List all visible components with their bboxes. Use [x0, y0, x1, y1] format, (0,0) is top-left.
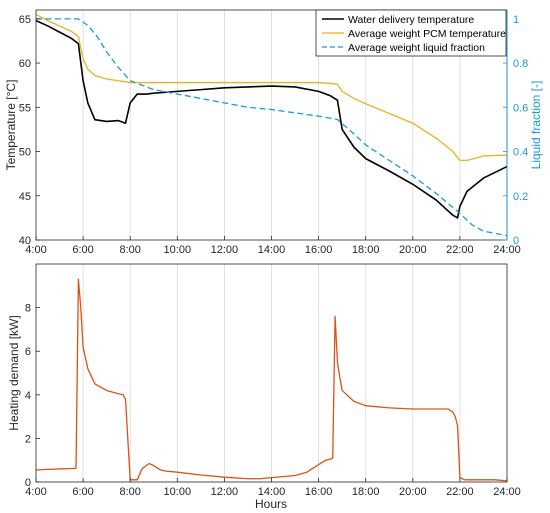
top-x-tick-labels: 4:00 6:00 8:00 10:00 12:00 14:00 16:00 18:00 20:…	[25, 236, 521, 256]
y-tick-label-0: 0	[25, 477, 31, 489]
x-tick-label-6: 16:00	[305, 486, 333, 498]
y-tick-label-5: 65	[19, 14, 31, 26]
bottom-grid	[82, 264, 461, 482]
legend-label-pcm: Average weight PCM temperature	[348, 28, 506, 40]
x-tick-label-1: 6:00	[72, 486, 93, 498]
x-tick-label-8: 20:00	[399, 244, 427, 256]
x-tick-label-5: 14:00	[258, 244, 286, 256]
y2-tick-label-3: 0.6	[513, 102, 528, 114]
x-tick-label-4: 12:00	[211, 486, 239, 498]
y2-tick-label-4: 0.8	[513, 58, 528, 70]
y-tick-label-1: 2	[25, 433, 31, 445]
y2-tick-label-2: 0.4	[513, 147, 528, 159]
x-tick-label-2: 8:00	[119, 486, 140, 498]
y-tick-label-2: 4	[25, 390, 31, 402]
top-y-axis-label: Temperature [°C]	[4, 80, 18, 171]
x-tick-label-3: 10:00	[164, 486, 192, 498]
y-tick-label-3: 6	[25, 346, 31, 358]
y-tick-label-4: 8	[25, 303, 31, 315]
top-y-tick-labels: 40 45 50 55 60 65	[19, 14, 40, 247]
x-tick-label-0: 4:00	[25, 244, 46, 256]
legend: Water delivery temperature Average weigh…	[315, 9, 507, 57]
x-tick-label-9: 22:00	[446, 486, 474, 498]
y-tick-label-4: 60	[19, 58, 31, 70]
series-line-average-weight-liquid-fraction	[36, 18, 508, 237]
x-tick-label-7: 18:00	[352, 244, 380, 256]
bottom-y-tick-labels: 0 2 4 6 8	[25, 303, 40, 489]
x-tick-label-0: 4:00	[25, 486, 46, 498]
x-tick-label-6: 16:00	[305, 244, 333, 256]
bottom-x-axis-label: Hours	[255, 497, 287, 511]
y-tick-label-3: 55	[19, 102, 31, 114]
series-line-water-delivery-temperature	[35, 19, 508, 219]
legend-label-water: Water delivery temperature	[348, 14, 474, 26]
x-tick-label-10: 24:00	[493, 244, 521, 256]
heating-demand-panel: 4:00 6:00 8:00 10:00 12:00 14:00 16:00 18:00 20:…	[7, 263, 521, 511]
y2-tick-label-5: 1	[513, 14, 519, 26]
y-tick-label-1: 45	[19, 191, 31, 203]
x-tick-label-7: 18:00	[352, 486, 380, 498]
x-tick-label-5: 14:00	[258, 486, 286, 498]
bottom-x-tick-labels: 4:00 6:00 8:00 10:00 12:00 14:00 16:00 18:00 20:…	[25, 478, 521, 498]
x-tick-label-1: 6:00	[72, 244, 93, 256]
top-y2-axis-label: Liquid fraction [-]	[529, 81, 543, 170]
temperature-panel: 4:00 6:00 8:00 10:00 12:00 14:00 16:00 18:00 20:…	[4, 9, 543, 256]
x-tick-label-8: 20:00	[399, 486, 427, 498]
legend-box	[315, 9, 507, 57]
bottom-y-axis-label: Heating demand [kW]	[7, 315, 21, 430]
top-series-group	[35, 13, 508, 237]
y2-tick-label-0: 0	[513, 235, 519, 247]
legend-label-liquid: Average weight liquid fraction	[348, 42, 485, 54]
x-tick-label-2: 8:00	[119, 244, 140, 256]
x-tick-label-9: 22:00	[446, 244, 474, 256]
x-tick-label-4: 12:00	[211, 244, 239, 256]
bottom-series-group	[35, 278, 508, 482]
y-tick-label-0: 40	[19, 235, 31, 247]
x-tick-label-3: 10:00	[164, 244, 192, 256]
series-line-series-0	[35, 278, 508, 482]
series-line-average-weight-pcm-temperature	[35, 13, 508, 162]
y2-tick-label-1: 0.2	[513, 191, 528, 203]
x-tick-label-10: 24:00	[493, 486, 521, 498]
y-tick-label-2: 50	[19, 147, 31, 159]
